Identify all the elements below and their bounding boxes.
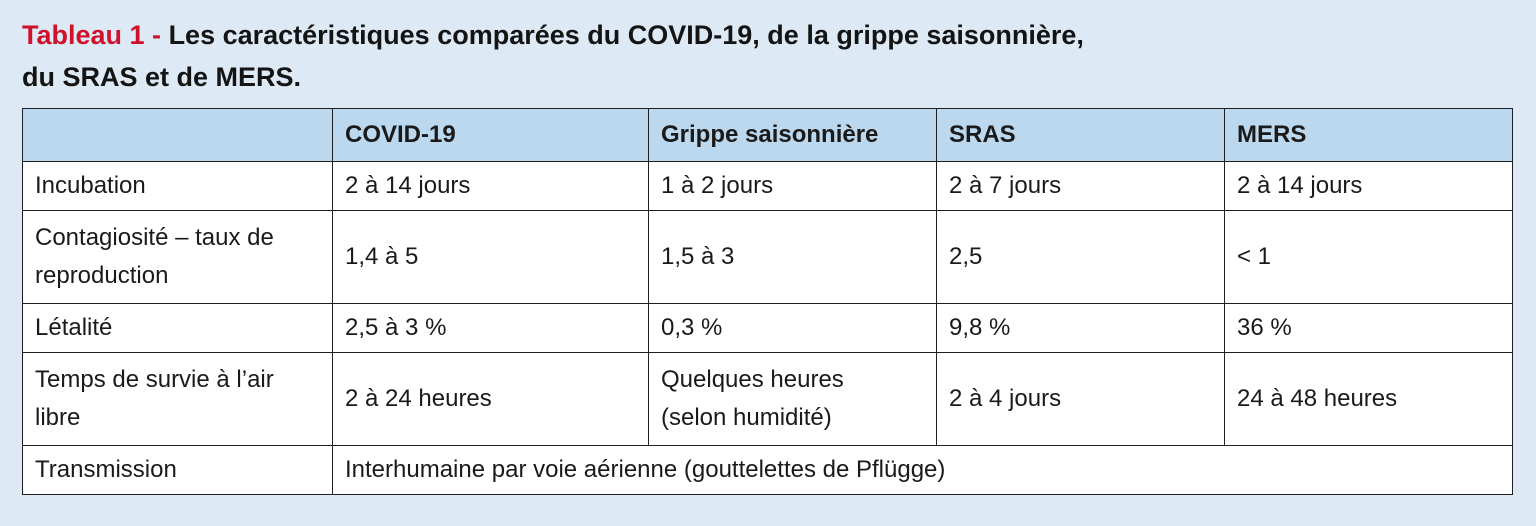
table-title: Tableau 1 - Les caractéristiques comparé… [22, 14, 1422, 98]
cell-grippe: 0,3 % [648, 303, 937, 353]
cell-transmission: Interhumaine par voie aérienne (gouttele… [332, 445, 1513, 495]
header-empty [22, 108, 333, 162]
cell-grippe: 1 à 2 jours [648, 161, 937, 211]
cell-grippe: 1,5 à 3 [648, 210, 937, 304]
cell-covid19: 2 à 24 heures [332, 352, 649, 446]
row-label: Létalité [22, 303, 333, 353]
row-label: Temps de survie à l’air libre [22, 352, 333, 446]
cell-sras: 2 à 7 jours [936, 161, 1225, 211]
comparison-table: COVID-19 Grippe saisonnière SRAS MERS In… [22, 108, 1513, 495]
header-row: COVID-19 Grippe saisonnière SRAS MERS [22, 108, 1513, 162]
header-grippe: Grippe saisonnière [648, 108, 937, 162]
table-number-label: Tableau 1 - [22, 20, 162, 50]
cell-mers: < 1 [1224, 210, 1513, 304]
cell-covid19: 2,5 à 3 % [332, 303, 649, 353]
table-title-line2: du SRAS et de MERS. [22, 62, 302, 92]
table-title-line1: Les caractéristiques comparées du COVID-… [168, 20, 1084, 50]
cell-sras: 9,8 % [936, 303, 1225, 353]
cell-mers: 2 à 14 jours [1224, 161, 1513, 211]
table-row-survie: Temps de survie à l’air libre 2 à 24 heur… [22, 352, 1513, 446]
header-mers: MERS [1224, 108, 1513, 162]
header-covid19: COVID-19 [332, 108, 649, 162]
row-label: Contagiosité – taux de reproduction [22, 210, 333, 304]
cell-covid19: 1,4 à 5 [332, 210, 649, 304]
cell-grippe: Quelques heures (selon humidité) [648, 352, 937, 446]
table-row-contagiosite: Contagiosité – taux de reproduction 1,4 à… [22, 210, 1513, 304]
header-sras: SRAS [936, 108, 1225, 162]
cell-covid19: 2 à 14 jours [332, 161, 649, 211]
table-row-incubation: Incubation 2 à 14 jours 1 à 2 jours 2 à … [22, 161, 1513, 211]
cell-sras: 2 à 4 jours [936, 352, 1225, 446]
table-row-transmission: Transmission Interhumaine par voie aérie… [22, 445, 1513, 495]
table-row-letalite: Létalité 2,5 à 3 % 0,3 % 9,8 % 36 % [22, 303, 1513, 353]
cell-mers: 36 % [1224, 303, 1513, 353]
cell-mers: 24 à 48 heures [1224, 352, 1513, 446]
cell-sras: 2,5 [936, 210, 1225, 304]
row-label: Incubation [22, 161, 333, 211]
row-label: Transmission [22, 445, 333, 495]
